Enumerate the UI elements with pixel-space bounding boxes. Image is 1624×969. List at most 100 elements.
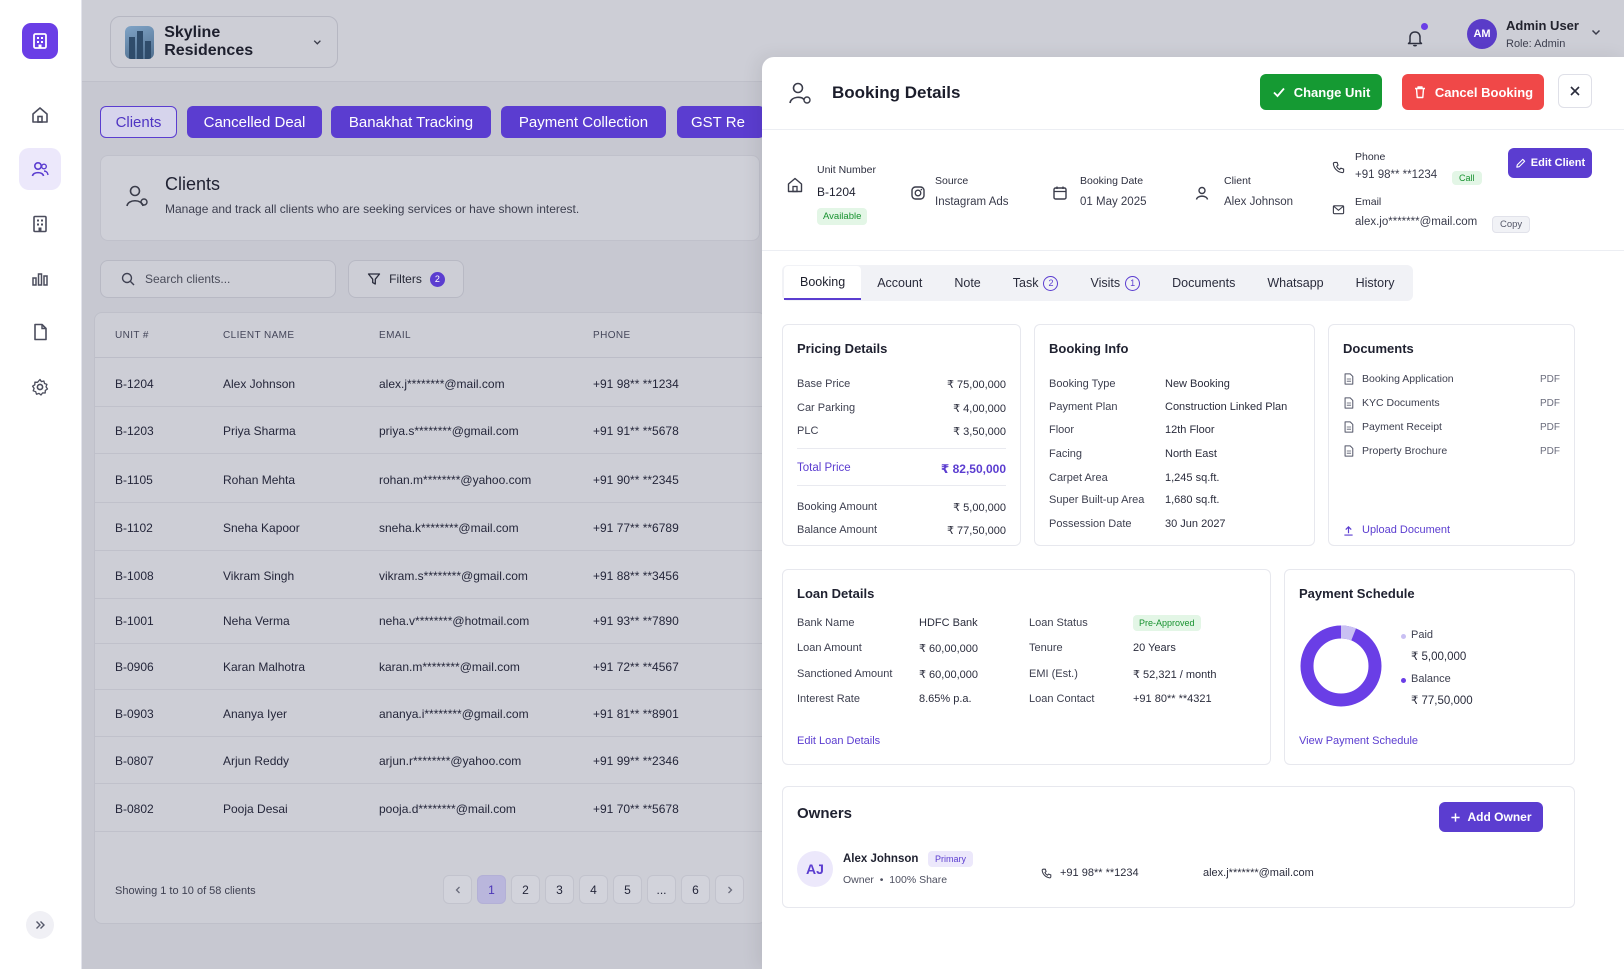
notifications-button[interactable] [1402, 23, 1428, 51]
tab-note[interactable]: Note [938, 266, 996, 300]
page-button[interactable]: 3 [545, 875, 574, 904]
cancel-booking-button[interactable]: Cancel Booking [1402, 74, 1544, 110]
table-row[interactable]: B-1102 Sneha Kapoor sneha.k********@mail.c… [95, 503, 765, 551]
booking-info-card: Booking Info Booking Type New Booking Paym… [1034, 324, 1315, 546]
user-menu-chevron-icon[interactable] [1590, 26, 1602, 38]
edit-client-button[interactable]: Edit Client [1508, 148, 1592, 178]
phone-icon [1041, 868, 1052, 878]
client-label: Client [1224, 175, 1251, 187]
call-button[interactable]: Call [1452, 171, 1482, 185]
cell-unit: B-1203 [115, 424, 154, 438]
document-item[interactable]: KYC Documents PDF [1343, 395, 1560, 411]
app-logo[interactable] [22, 23, 58, 59]
sidebar-collapse-button[interactable] [26, 911, 54, 939]
tab-task[interactable]: Task 2 [997, 266, 1075, 300]
page-button[interactable]: 5 [613, 875, 642, 904]
edit-loan-details-link[interactable]: Edit Loan Details [797, 735, 881, 747]
tab-booking[interactable]: Booking [784, 266, 862, 300]
loan-value: 8.65% p.a. [919, 693, 972, 705]
sidebar-item-clients[interactable] [19, 148, 61, 190]
pagination-prev-button[interactable] [443, 875, 472, 904]
copy-email-button[interactable]: Copy [1492, 216, 1531, 233]
pricing-details-card: Pricing Details Base Price ₹ 75,00,000 C… [782, 324, 1021, 546]
page-button[interactable]: 2 [511, 875, 540, 904]
page-button[interactable]: 4 [579, 875, 608, 904]
table-row[interactable]: B-1204 Alex Johnson alex.j********@mail.co… [95, 359, 765, 407]
table-row[interactable]: B-1008 Vikram Singh vikram.s********@gmail… [95, 551, 765, 599]
sidebar-item-buildings[interactable] [19, 203, 61, 245]
sidebar-item-reports[interactable] [19, 257, 61, 299]
filters-button[interactable]: Filters 2 [348, 260, 464, 298]
upload-document-link[interactable]: Upload Document [1343, 524, 1450, 536]
table-row[interactable]: B-1001 Neha Verma neha.v********@hotmail.c… [95, 596, 765, 644]
view-payment-schedule-link[interactable]: View Payment Schedule [1299, 735, 1419, 747]
home-icon [787, 177, 803, 193]
table-row[interactable]: B-0802 Pooja Desai pooja.d********@mail.co… [95, 784, 765, 832]
table-row[interactable]: B-0906 Karan Malhotra karan.m********@mail… [95, 642, 765, 690]
pagination-next-button[interactable] [715, 875, 744, 904]
cell-unit: B-0807 [115, 754, 154, 768]
change-unit-button[interactable]: Change Unit [1260, 74, 1382, 110]
module-tab-gst[interactable]: GST Re [677, 106, 765, 138]
table-row[interactable]: B-1105 Rohan Mehta rohan.m********@yahoo.c… [95, 455, 765, 503]
sidebar-item-settings[interactable] [19, 366, 61, 408]
documents-title: Documents [1343, 341, 1414, 356]
document-name: Payment Receipt [1362, 421, 1442, 433]
booking-info-title: Booking Info [1049, 341, 1129, 356]
project-name: Skyline Residences [164, 24, 254, 59]
edit-client-label: Edit Client [1530, 157, 1586, 169]
notification-dot [1421, 23, 1428, 30]
sidebar-item-documents[interactable] [19, 311, 61, 353]
column-header-email[interactable]: EMAIL [379, 330, 412, 341]
user-avatar[interactable]: AM [1467, 19, 1497, 49]
column-header-client-name[interactable]: CLIENT NAME [223, 330, 295, 341]
pricing-divider [797, 448, 1006, 449]
close-panel-button[interactable] [1558, 74, 1592, 108]
search-input[interactable] [145, 272, 315, 286]
building-logo-icon [33, 33, 47, 49]
balance-legend-value: ₹ 77,50,000 [1411, 695, 1473, 707]
owner-primary-badge: Primary [928, 851, 973, 867]
tab-whatsapp[interactable]: Whatsapp [1251, 266, 1339, 300]
tab-visits[interactable]: Visits 1 [1074, 266, 1156, 300]
page-button[interactable]: 1 [477, 875, 506, 904]
car-parking-value: ₹ 4,00,000 [953, 403, 1006, 415]
module-tab-clients[interactable]: Clients [100, 106, 177, 138]
phone-label: Phone [1355, 151, 1386, 163]
column-header-unit[interactable]: UNIT # [115, 330, 149, 341]
add-owner-button[interactable]: Add Owner [1439, 802, 1543, 832]
module-tab-payment-collection[interactable]: Payment Collection [501, 106, 666, 138]
document-item[interactable]: Payment Receipt PDF [1343, 419, 1560, 435]
document-item[interactable]: Booking Application PDF [1343, 371, 1560, 387]
sidebar-item-home[interactable] [19, 94, 61, 136]
tab-account[interactable]: Account [861, 266, 938, 300]
document-name: Booking Application [1362, 373, 1454, 385]
home-icon [32, 107, 48, 123]
document-item[interactable]: Property Brochure PDF [1343, 443, 1560, 459]
chevron-down-icon [314, 40, 322, 45]
cell-phone: +91 91** **5678 [593, 424, 679, 438]
table-row[interactable]: B-0807 Arjun Reddy arjun.r********@yahoo.c… [95, 736, 765, 784]
cell-email: karan.m********@mail.com [379, 660, 520, 674]
table-row[interactable]: B-0903 Ananya Iyer ananya.i********@gmail.… [95, 689, 765, 737]
upload-icon [1344, 525, 1353, 536]
cell-unit: B-0802 [115, 802, 154, 816]
project-selector[interactable]: Skyline Residences [110, 16, 338, 68]
tab-documents[interactable]: Documents [1156, 266, 1251, 300]
user-name: Admin User [1506, 18, 1579, 33]
table-row[interactable]: B-1203 Priya Sharma priya.s********@gmail.… [95, 406, 765, 454]
pagination: 1 2 3 4 5... 6 [443, 875, 744, 904]
chevron-left-icon [455, 886, 460, 893]
document-name: KYC Documents [1362, 397, 1440, 409]
column-header-phone[interactable]: PHONE [593, 330, 631, 341]
module-tab-cancelled-deal[interactable]: Cancelled Deal [187, 106, 322, 138]
tab-history[interactable]: History [1340, 266, 1411, 300]
pricing-divider-2 [797, 485, 1006, 486]
cell-client-name: Pooja Desai [223, 802, 288, 816]
double-chevron-right-icon [36, 921, 45, 929]
owner-avatar: AJ [797, 851, 833, 887]
page-button[interactable]: 6 [681, 875, 710, 904]
unit-number-value: B-1204 [817, 185, 856, 199]
module-tab-banakhat-tracking[interactable]: Banakhat Tracking [331, 106, 491, 138]
car-parking-label: Car Parking [797, 402, 856, 414]
